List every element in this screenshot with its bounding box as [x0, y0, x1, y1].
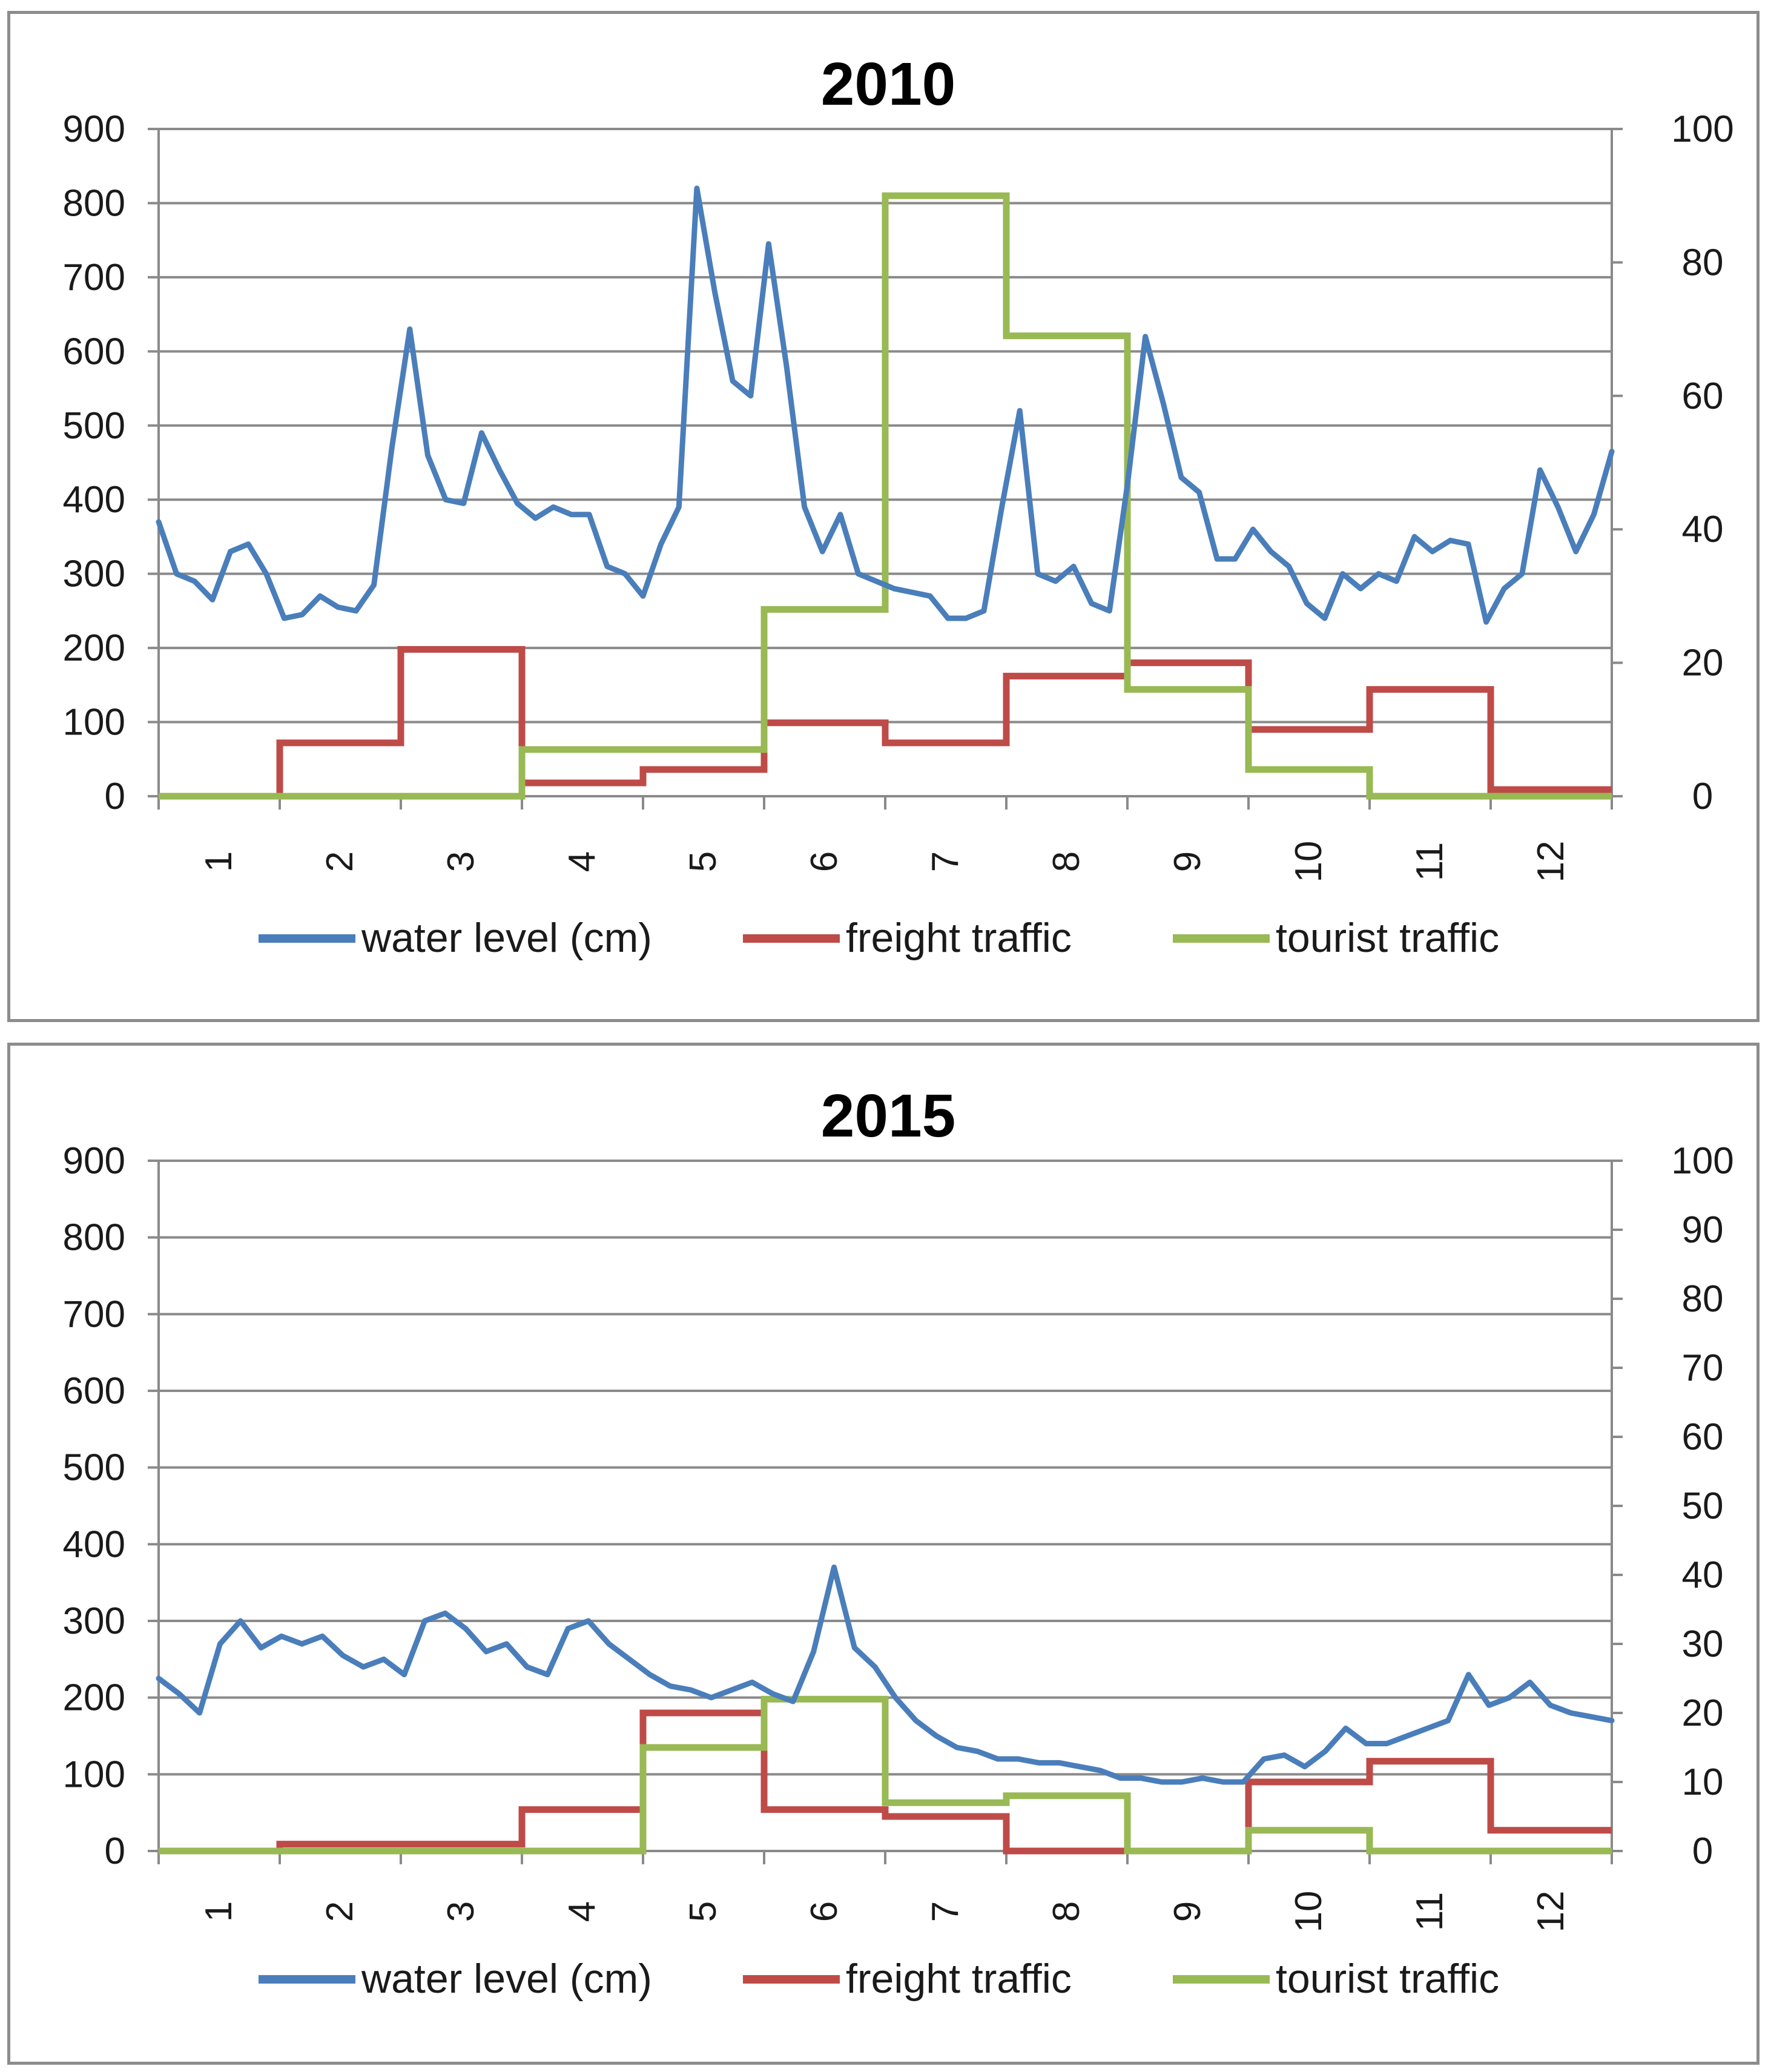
water-level-line	[156, 185, 1615, 625]
right-axis-tick-label: 60	[1682, 1416, 1724, 1458]
left-axis-tick-label: 500	[63, 405, 125, 447]
x-axis-tick-label: 9	[1167, 851, 1209, 872]
x-axis-tick-label: 5	[682, 851, 724, 872]
left-axis-tick-label: 300	[63, 553, 125, 595]
chart-panel-2010: 2010 0 100 200 300 400 500 600 700 800 900 0 20 40 60 8…	[7, 11, 1760, 1022]
legend-label: water level (cm)	[361, 1956, 652, 2002]
x-axis-tick-label: 6	[803, 851, 845, 872]
legend-label: freight traffic	[846, 1956, 1072, 2002]
x-axis-tick-label: 10	[1288, 841, 1330, 883]
x-axis-tick-label: 8	[1046, 1901, 1087, 1922]
x-axis-tick-label: 4	[561, 1901, 603, 1922]
left-axis-tick-label: 0	[105, 776, 125, 817]
left-axis-tick-label: 0	[105, 1830, 125, 1872]
x-axis-tick-label: 10	[1288, 1891, 1330, 1933]
x-axis-tick-label: 3	[440, 1901, 482, 1922]
left-axis-tick-label: 300	[63, 1600, 125, 1642]
x-axis-tick-label: 2	[319, 851, 361, 872]
right-axis-tick-label: 10	[1682, 1761, 1724, 1803]
left-axis-tick-label: 700	[63, 1293, 125, 1335]
right-axis-tick-label: 50	[1682, 1485, 1724, 1527]
x-axis-tick-label: 11	[1409, 1892, 1451, 1931]
right-axis-tick-label: 30	[1682, 1623, 1724, 1665]
legend-label: freight traffic	[846, 915, 1072, 961]
right-axis-tick-label: 0	[1692, 776, 1713, 817]
right-axis-tick-label: 70	[1682, 1347, 1724, 1389]
tourist-traffic-line	[159, 1695, 1612, 1855]
right-axis-tick-label: 80	[1682, 1278, 1724, 1320]
tourist-traffic-line	[159, 192, 1612, 800]
left-axis-tick-label: 600	[63, 1370, 125, 1412]
left-axis-tick-label: 900	[63, 108, 125, 150]
freight-traffic-line	[159, 1709, 1612, 1855]
x-axis-tick-label: 12	[1530, 841, 1572, 883]
x-axis-tick-label: 12	[1530, 1891, 1572, 1933]
x-axis-tick-label: 1	[198, 851, 240, 872]
x-axis-tick-label: 6	[803, 1901, 845, 1922]
left-axis-tick-label: 100	[63, 1754, 125, 1795]
chart-panel-2015: 2015 0 100 200 300 400 500 600 700 800 900 0 10 20 30 4…	[7, 1043, 1760, 2065]
right-axis-tick-label: 90	[1682, 1209, 1724, 1251]
legend-label: water level (cm)	[361, 915, 652, 961]
x-axis-tick-label: 8	[1046, 851, 1087, 872]
x-axis-tick-label: 4	[561, 851, 603, 872]
water-level-line	[156, 1564, 1615, 1785]
right-axis-tick-label: 20	[1682, 1692, 1724, 1734]
right-axis-tick-label: 60	[1682, 375, 1724, 417]
left-axis-tick-label: 800	[63, 182, 125, 224]
left-axis-tick-label: 700	[63, 257, 125, 299]
x-axis-tick-label: 3	[440, 851, 482, 872]
chart-svg-2010: 2010010020030040050060070080090002040608…	[63, 50, 1734, 961]
right-axis-tick-label: 40	[1682, 509, 1724, 550]
legend-label: tourist traffic	[1276, 1956, 1499, 2002]
left-axis-tick-label: 100	[63, 702, 125, 744]
left-axis-tick-label: 200	[63, 627, 125, 669]
x-axis-tick-label: 1	[198, 1901, 240, 1922]
chart-title: 2015	[821, 1082, 955, 1150]
x-axis-tick-label: 7	[925, 1901, 966, 1922]
left-axis-tick-label: 400	[63, 479, 125, 521]
x-axis-tick-label: 9	[1167, 1901, 1209, 1922]
x-axis-tick-label: 2	[319, 1901, 361, 1922]
right-axis-tick-label: 100	[1671, 1140, 1733, 1182]
x-axis-tick-label: 7	[925, 851, 966, 872]
left-axis-tick-label: 200	[63, 1677, 125, 1719]
right-axis-tick-label: 100	[1671, 108, 1733, 150]
right-axis-tick-label: 0	[1692, 1830, 1713, 1872]
right-axis-tick-label: 80	[1682, 242, 1724, 283]
legend-label: tourist traffic	[1276, 915, 1499, 961]
right-axis-tick-label: 20	[1682, 642, 1724, 684]
freight-traffic-line	[159, 646, 1612, 800]
x-axis-tick-label: 11	[1409, 842, 1451, 881]
left-axis-tick-label: 800	[63, 1217, 125, 1259]
left-axis-tick-label: 900	[63, 1140, 125, 1182]
chart-svg-2015: 2015010020030040050060070080090001020304…	[63, 1082, 1734, 2002]
right-axis-tick-label: 40	[1682, 1554, 1724, 1596]
left-axis-tick-label: 600	[63, 331, 125, 372]
left-axis-tick-label: 400	[63, 1523, 125, 1565]
chart-title: 2010	[821, 50, 955, 118]
x-axis-tick-label: 5	[682, 1901, 724, 1922]
left-axis-tick-label: 500	[63, 1447, 125, 1489]
